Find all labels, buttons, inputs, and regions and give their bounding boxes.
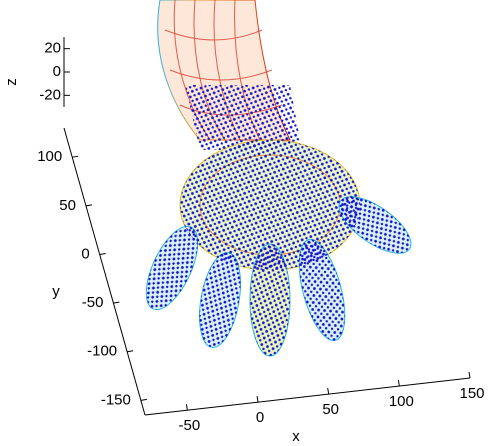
z-axis-label: z xyxy=(3,78,20,86)
y-tick-label: -100 xyxy=(87,343,117,360)
z-tick-label: 20 xyxy=(44,40,61,57)
y-tick-label: 100 xyxy=(37,148,62,165)
y-tick xyxy=(140,398,147,401)
y-tick-label: 50 xyxy=(59,197,76,214)
y-axis-line xyxy=(63,127,146,416)
z-tick-label: 0 xyxy=(53,63,61,80)
y-tick xyxy=(72,155,79,158)
x-tick-label: 0 xyxy=(256,409,264,426)
y-tick xyxy=(99,252,106,255)
x-axis-label: x xyxy=(292,428,300,445)
x-tick xyxy=(256,396,259,403)
y-tick xyxy=(85,204,93,207)
y-tick-label: -150 xyxy=(101,391,131,408)
point-cloud xyxy=(146,85,411,356)
y-tick xyxy=(113,301,120,304)
x-tick xyxy=(185,404,188,411)
x-axis-line xyxy=(144,377,471,416)
x-tick-label: 50 xyxy=(322,401,339,418)
x-tick xyxy=(468,371,471,379)
x-tick xyxy=(397,379,400,387)
y-tick-label: -50 xyxy=(82,294,104,311)
x-tick-label: -50 xyxy=(179,417,201,434)
y-axis-label: y xyxy=(52,283,60,300)
y-tick-label: 0 xyxy=(81,245,89,262)
y-tick xyxy=(127,350,134,353)
axes: -50 0 50 100 150 -150 -100 -50 0 50 100 -20 0 20 x y z xyxy=(3,37,485,445)
x-tick xyxy=(327,388,330,395)
x-tick-label: 100 xyxy=(389,393,414,410)
x-tick-label: 150 xyxy=(459,385,484,402)
z-tick-label: -20 xyxy=(39,86,61,103)
